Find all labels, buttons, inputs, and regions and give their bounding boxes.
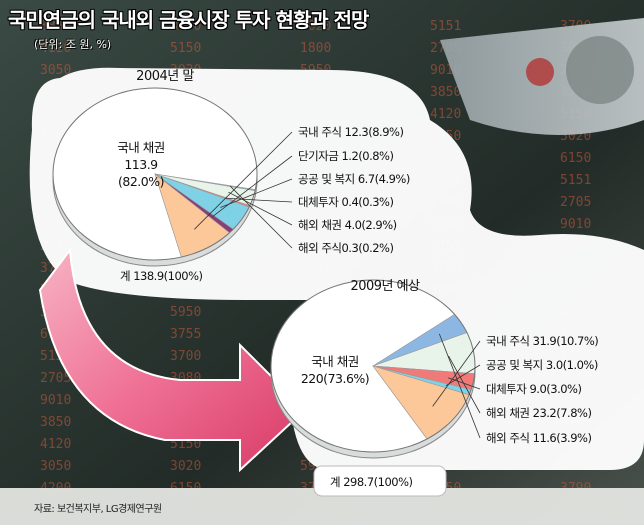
ticker-digit: 9010 — [40, 393, 71, 408]
ticker-digit: 5950 — [170, 305, 201, 320]
pie-outline — [52, 87, 258, 261]
ticker-digit: 3790 — [170, 19, 201, 34]
pie-2004: 해외 주식0.3(0.2%) 해외 채권 4.0(2.9%) 대체투자 0.4(0.… — [52, 69, 410, 283]
ticker-digit: 6150 — [560, 151, 591, 166]
source-note: 자료: 보건복지부, LG경제연구원 — [34, 504, 162, 515]
ticker-digit: 3020 — [170, 459, 201, 474]
ticker-digit: 3850 — [430, 85, 461, 100]
ticker-digit: 3050 — [40, 459, 71, 474]
unit-note: (단위: 조 원, %) — [34, 38, 112, 51]
leader-line — [448, 355, 481, 414]
slice-label: 해외 주식 11.6(3.9%) — [486, 431, 591, 445]
leader-line — [432, 340, 481, 407]
slice-label: 단기자금 1.2(0.8%) — [298, 149, 393, 163]
slice-label: 공공 및 복지 6.7(4.9%) — [298, 172, 410, 186]
leader-line — [229, 185, 293, 249]
leader-line — [445, 364, 481, 387]
ticker-digit: 5151 — [430, 19, 461, 34]
leader-line — [225, 197, 293, 203]
leader-line — [228, 191, 293, 226]
pie-title: 2009년 예상 — [350, 279, 420, 294]
pie-total: 계 298.7(100%) — [330, 475, 413, 489]
ticker-digit: 1800 — [300, 41, 331, 56]
ticker-digit: 3050 — [40, 63, 71, 78]
slice-label: 국내 주식 12.3(8.9%) — [298, 125, 403, 139]
ticker-digit: 4020 — [300, 19, 331, 34]
ticker-digit: 4120 — [40, 437, 71, 452]
pie-2009: 해외 주식 11.6(3.9%) 해외 채권 23.2(7.8%) 대체투자 9.0… — [270, 279, 599, 489]
arrow-graphic — [38, 247, 307, 473]
slice-label: 대체투자 9.0(3.0%) — [486, 382, 581, 396]
ticker-digit: 3850 — [40, 415, 71, 430]
page-title: 국민연금의 국내외 금융시장 투자 현황과 전망 — [8, 8, 369, 32]
leader-line — [448, 377, 481, 390]
slice-label: 해외 채권 23.2(7.8%) — [486, 406, 591, 420]
leader-line — [438, 333, 481, 439]
slice-label: 공공 및 복지 3.0(1.0%) — [486, 358, 598, 372]
ticker-digit: 5151 — [560, 173, 591, 188]
slice-label: 대체투자 0.4(0.3%) — [298, 195, 393, 209]
leader-line — [212, 155, 293, 218]
ticker-digit: 3850 — [40, 19, 71, 34]
ticker-digit: 9010 — [560, 217, 591, 232]
leader-line — [194, 131, 293, 230]
pie-outline — [270, 279, 476, 453]
center-label: 국내 채권 — [117, 140, 164, 155]
seal-graphic — [526, 58, 554, 86]
center-label: (82.0%) — [118, 174, 164, 189]
ticker-digit: 5150 — [170, 41, 201, 56]
ticker-digit: 4120 — [40, 41, 71, 56]
ticker-digit: 2705 — [560, 195, 591, 210]
total-2009-box — [313, 465, 447, 497]
slice-label: 해외 채권 4.0(2.9%) — [298, 218, 397, 232]
center-label: 국내 채권 — [311, 354, 358, 369]
ticker-digit: 2705 — [40, 371, 71, 386]
center-label: 113.9 — [124, 157, 158, 172]
ticker-digit: 3755 — [170, 327, 201, 342]
ticker-digit: 4120 — [430, 107, 461, 122]
pie-title: 2004년 말 — [136, 69, 194, 84]
portrait-graphic — [566, 36, 634, 104]
ticker-digit: 3700 — [170, 349, 201, 364]
slice-label: 해외 주식0.3(0.2%) — [298, 241, 393, 255]
leader-line — [220, 178, 293, 208]
pie-total: 계 138.9(100%) — [120, 269, 203, 283]
slice-label: 국내 주식 31.9(10.7%) — [486, 334, 598, 348]
center-label: 220(73.6%) — [301, 371, 369, 386]
